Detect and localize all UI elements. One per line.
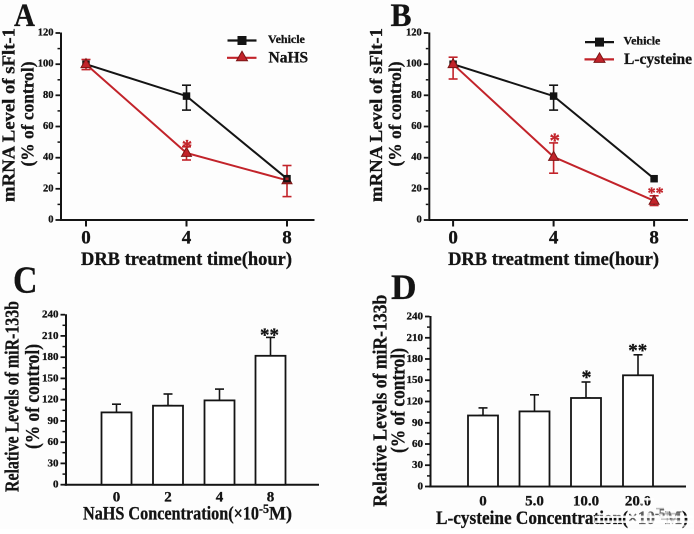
svg-text:8: 8 [267, 490, 275, 506]
svg-text:*: * [550, 129, 561, 153]
svg-text:**: ** [628, 340, 647, 361]
svg-text:90: 90 [412, 417, 424, 429]
svg-text:L-cysteine Concentration(×10: L-cysteine Concentration(×10 [436, 508, 655, 529]
svg-text:2: 2 [164, 490, 172, 506]
svg-text:80: 80 [43, 90, 54, 101]
svg-text:B: B [391, 0, 412, 34]
svg-text:60: 60 [412, 438, 424, 450]
svg-text:210: 210 [42, 330, 59, 342]
svg-text:Relative Levels of miR-133b: Relative Levels of miR-133b [3, 301, 24, 492]
svg-text:10.0: 10.0 [573, 494, 599, 510]
svg-text:NaHS Concentration(×10: NaHS Concentration(×10 [83, 504, 259, 525]
svg-text:0: 0 [48, 215, 53, 226]
svg-text:30: 30 [412, 459, 424, 471]
svg-text:8: 8 [649, 228, 659, 249]
svg-text:100: 100 [406, 59, 422, 70]
svg-text:8: 8 [282, 228, 292, 249]
svg-text:DRB treatment time(hour): DRB treatment time(hour) [448, 249, 659, 270]
svg-text:0: 0 [81, 228, 91, 249]
svg-text:30: 30 [48, 457, 60, 469]
svg-text:mRNA Level of sFlt-1: mRNA Level of sFlt-1 [366, 28, 386, 202]
svg-text:0: 0 [479, 494, 487, 510]
svg-text:(% of control): (% of control) [385, 62, 406, 167]
svg-text:M): M) [269, 504, 292, 525]
svg-text:*: * [582, 367, 592, 389]
svg-text:-5: -5 [259, 502, 269, 516]
svg-text:0: 0 [418, 481, 424, 493]
svg-text:60: 60 [43, 121, 54, 132]
svg-text:20: 20 [43, 183, 54, 194]
svg-text:0: 0 [53, 479, 59, 491]
svg-text:240: 240 [407, 311, 424, 323]
svg-text:120: 120 [407, 396, 424, 408]
svg-text:**: ** [648, 185, 664, 202]
svg-text:Vehicle: Vehicle [268, 32, 306, 46]
svg-text:0: 0 [113, 490, 121, 506]
svg-text:60: 60 [48, 436, 60, 448]
svg-text:L-cysteine: L-cysteine [624, 51, 692, 68]
svg-text:120: 120 [406, 28, 422, 39]
svg-text:C: C [13, 259, 38, 301]
svg-text:60: 60 [411, 121, 422, 132]
svg-text:20: 20 [411, 183, 422, 194]
svg-text:80: 80 [411, 90, 422, 101]
svg-text:90: 90 [48, 415, 60, 427]
svg-text:150: 150 [407, 374, 424, 386]
svg-text:5.0: 5.0 [525, 494, 544, 510]
svg-text:A: A [14, 0, 35, 34]
svg-text:0: 0 [448, 228, 458, 249]
svg-text:40: 40 [411, 152, 422, 163]
svg-text:180: 180 [42, 351, 59, 363]
svg-text:(% of control): (% of control) [23, 344, 44, 449]
svg-text:4: 4 [216, 490, 224, 506]
svg-text:mRNA Level of sFlt-1: mRNA Level of sFlt-1 [0, 28, 19, 202]
svg-text:120: 120 [42, 394, 59, 406]
svg-text:0: 0 [417, 215, 422, 226]
svg-text:4: 4 [549, 228, 559, 249]
svg-text:Vehicle: Vehicle [624, 34, 662, 48]
svg-text:*: * [182, 135, 193, 159]
svg-text:120: 120 [38, 28, 54, 39]
svg-text:4: 4 [182, 228, 192, 249]
svg-text:(% of control): (% of control) [389, 348, 410, 453]
svg-text:150: 150 [42, 372, 59, 384]
svg-text:NaHS: NaHS [269, 50, 309, 67]
svg-text:240: 240 [42, 309, 59, 321]
svg-text:180: 180 [407, 353, 424, 365]
svg-text:100: 100 [38, 59, 54, 70]
svg-text:DRB treatment time(hour): DRB treatment time(hour) [81, 249, 292, 270]
svg-text:(% of control): (% of control) [18, 62, 39, 167]
svg-text:**: ** [260, 325, 279, 346]
svg-text:Relative Levels of miR-133b: Relative Levels of miR-133b [371, 295, 392, 507]
svg-text:20.0: 20.0 [625, 494, 651, 510]
svg-text:210: 210 [407, 332, 424, 344]
svg-text:40: 40 [43, 152, 54, 163]
svg-text:D: D [391, 267, 417, 307]
